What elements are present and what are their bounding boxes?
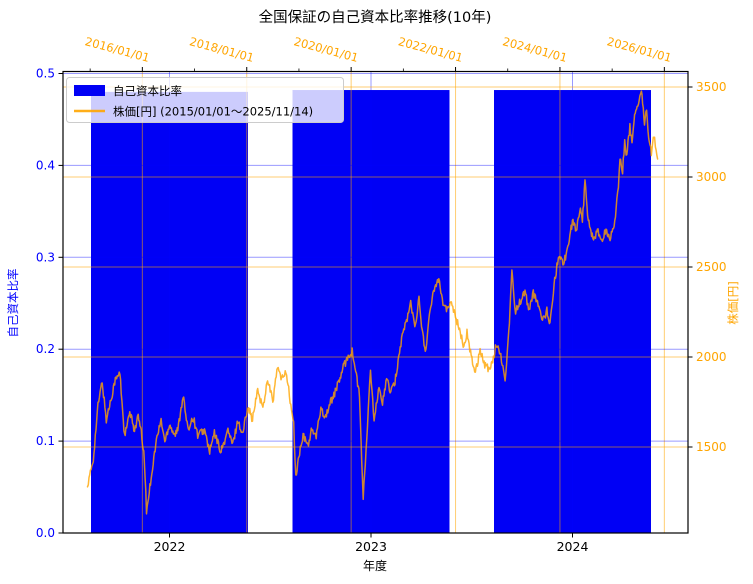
legend-label-stock-price: 株価[円] (2015/01/01～2025/11/14)	[113, 105, 313, 119]
stock-price-line	[86, 90, 659, 515]
ticks-layer	[58, 67, 693, 538]
left-tick-label-0.4: 0.4	[36, 158, 55, 172]
left-axis-title: 自己資本比率	[6, 269, 20, 338]
left-tick-label-0.0: 0.0	[36, 526, 55, 540]
bottom-tick-label-2023: 2023	[355, 539, 387, 554]
right-axis-title: 株価[円]	[726, 281, 740, 324]
bottom-tick-label-2024: 2024	[557, 539, 589, 554]
equity-ratio-bar-2024	[494, 90, 651, 534]
right-tick-label-1500: 1500	[696, 440, 727, 454]
left-tick-label-0.3: 0.3	[36, 250, 55, 264]
bottom-axis-title: 年度	[363, 558, 387, 573]
gridlines-layer	[63, 71, 688, 533]
chart-title: 全国保証の自己資本比率推移(10年)	[259, 8, 492, 26]
right-tick-label-2500: 2500	[696, 260, 727, 274]
right-tick-label-2000: 2000	[696, 350, 727, 364]
left-tick-label-0.2: 0.2	[36, 342, 55, 356]
legend-label-equity-ratio: 自己資本比率	[113, 84, 182, 98]
right-tick-label-3000: 3000	[696, 170, 727, 184]
stock-price-line-layer	[86, 90, 659, 515]
legend: 自己資本比率 株価[円] (2015/01/01～2025/11/14)	[66, 77, 344, 123]
legend-swatch-equity-ratio	[74, 85, 105, 96]
equity-ratio-bar-2022	[91, 91, 248, 533]
left-tick-label-0.1: 0.1	[36, 434, 55, 448]
right-tick-label-3500: 3500	[696, 80, 727, 94]
plot-frame	[62, 70, 689, 534]
equity-ratio-bar-2023	[292, 90, 450, 534]
legend-box	[66, 77, 344, 123]
left-tick-label-0.5: 0.5	[36, 67, 55, 81]
bars-layer	[91, 90, 651, 534]
bottom-tick-label-2022: 2022	[154, 539, 186, 554]
